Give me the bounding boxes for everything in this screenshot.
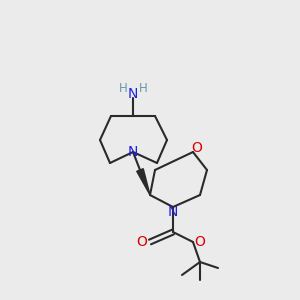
- Polygon shape: [137, 169, 150, 195]
- Text: N: N: [128, 87, 138, 101]
- Text: O: O: [195, 235, 206, 249]
- Text: H: H: [118, 82, 127, 94]
- Text: H: H: [139, 82, 147, 94]
- Text: O: O: [136, 235, 147, 249]
- Text: N: N: [128, 145, 138, 159]
- Text: O: O: [192, 141, 203, 155]
- Text: N: N: [168, 205, 178, 219]
